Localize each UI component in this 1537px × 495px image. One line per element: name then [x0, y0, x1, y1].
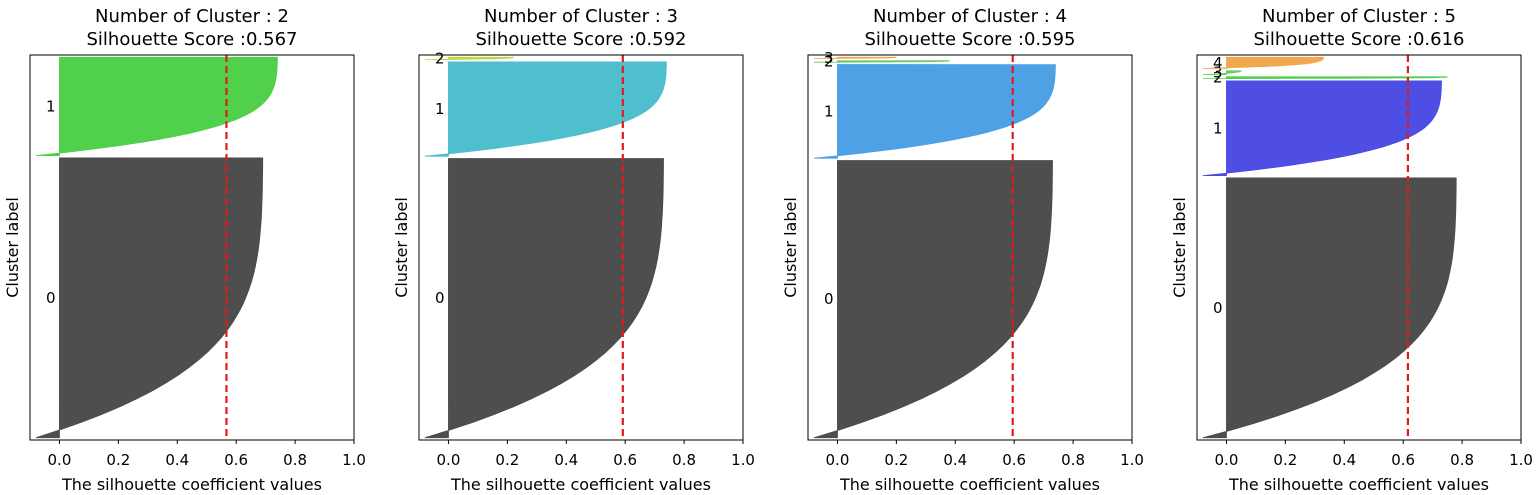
x-tick-label-0: 0.0: [1215, 451, 1239, 469]
x-tick-label-5: 1.0: [1509, 451, 1533, 469]
cluster-label-1: 1: [435, 100, 445, 118]
cluster-label-0: 0: [1213, 299, 1223, 317]
y-axis-label: Cluster label: [392, 197, 411, 298]
cluster-label-2: 2: [824, 53, 834, 71]
axes-frame: [807, 54, 1133, 441]
y-axis-label: Cluster label: [3, 197, 22, 298]
y-axis-label: Cluster label: [781, 197, 800, 298]
chart-subtitle: Silhouette Score :0.592: [476, 29, 687, 50]
x-tick-label-5: 1.0: [1120, 451, 1144, 469]
silhouette-band-cluster-0: [813, 160, 1053, 439]
x-tick-label-3: 0.6: [1002, 451, 1026, 469]
x-tick-label-4: 0.8: [1450, 451, 1474, 469]
chart-panel-1: 0 1 0.0 0.2 0.4 0.6 0.8 1.0 Number of Cluster : …: [3, 6, 366, 494]
cluster-label-0: 0: [46, 289, 56, 307]
chart-subtitle: Silhouette Score :0.567: [87, 29, 298, 50]
silhouette-band-cluster-2: [424, 56, 515, 60]
cluster-label-0: 0: [824, 290, 834, 308]
chart-title: Number of Cluster : 2: [95, 6, 289, 27]
silhouette-band-cluster-4: [1202, 56, 1325, 69]
silhouette-band-cluster-1: [1202, 80, 1442, 176]
x-tick-label-1: 0.2: [495, 451, 519, 469]
chart-panel-2: 0 1 2 0.0 0.2 0.4 0.6 0.8 1.0 Number of Cluster :…: [392, 6, 755, 494]
x-tick-label-0: 0.0: [826, 451, 850, 469]
x-tick-label-4: 0.8: [1061, 451, 1085, 469]
x-tick-label-1: 0.2: [884, 451, 908, 469]
silhouette-band-cluster-1: [424, 61, 667, 157]
x-tick-label-2: 0.4: [554, 451, 578, 469]
x-axis-label: The silhouette coefficient values: [1228, 475, 1489, 494]
x-axis-label: The silhouette coefficient values: [450, 475, 711, 494]
x-tick-label-0: 0.0: [48, 451, 72, 469]
cluster-label-0: 0: [435, 289, 445, 307]
silhouette-band-cluster-1: [35, 56, 278, 157]
x-tick-label-4: 0.8: [283, 451, 307, 469]
silhouette-band-cluster-0: [424, 158, 664, 439]
axes-frame: [418, 54, 744, 441]
chart-title: Number of Cluster : 5: [1262, 6, 1456, 27]
x-tick-label-2: 0.4: [1332, 451, 1356, 469]
x-tick-label-4: 0.8: [672, 451, 696, 469]
axes-frame: [29, 54, 355, 441]
x-tick-label-5: 1.0: [342, 451, 366, 469]
chart-panel-4: 0 1 234 0.0 0.2 0.4 0.6 0.8 1.0 Number of Cluster…: [1170, 6, 1533, 494]
cluster-label-3: 3: [1213, 64, 1223, 82]
chart-subtitle: Silhouette Score :0.616: [1254, 29, 1465, 50]
silhouette-band-cluster-1: [813, 64, 1056, 159]
x-tick-label-0: 0.0: [437, 451, 461, 469]
y-axis-label: Cluster label: [1170, 197, 1189, 298]
cluster-label-1: 1: [1213, 119, 1223, 137]
cluster-label-3: 3: [824, 49, 834, 67]
x-tick-label-2: 0.4: [165, 451, 189, 469]
x-tick-label-3: 0.6: [224, 451, 248, 469]
silhouette-band-cluster-0: [1202, 177, 1457, 439]
chart-subtitle: Silhouette Score :0.595: [865, 29, 1076, 50]
chart-title: Number of Cluster : 4: [873, 6, 1067, 27]
silhouette-band-cluster-2: [813, 60, 950, 63]
cluster-label-4: 4: [1213, 54, 1223, 72]
silhouette-band-cluster-0: [35, 157, 264, 439]
silhouette-band-cluster-3: [813, 56, 897, 59]
cluster-label-1: 1: [46, 98, 56, 116]
x-tick-label-3: 0.6: [613, 451, 637, 469]
x-tick-label-1: 0.2: [106, 451, 130, 469]
axes-frame: [1196, 54, 1522, 441]
silhouette-band-cluster-3: [1202, 70, 1242, 75]
silhouette-band-cluster-2: [1202, 76, 1448, 80]
x-tick-label-3: 0.6: [1391, 451, 1415, 469]
x-axis-label: The silhouette coefficient values: [61, 475, 322, 494]
cluster-label-1: 1: [824, 102, 834, 120]
x-tick-label-2: 0.4: [943, 451, 967, 469]
chart-panel-3: 0 1 23 0.0 0.2 0.4 0.6 0.8 1.0 Number of Cluster …: [781, 6, 1144, 494]
chart-title: Number of Cluster : 3: [484, 6, 678, 27]
cluster-label-2: 2: [1213, 69, 1223, 87]
x-axis-label: The silhouette coefficient values: [839, 475, 1100, 494]
x-tick-label-5: 1.0: [731, 451, 755, 469]
x-tick-label-1: 0.2: [1273, 451, 1297, 469]
cluster-label-2: 2: [435, 49, 445, 67]
